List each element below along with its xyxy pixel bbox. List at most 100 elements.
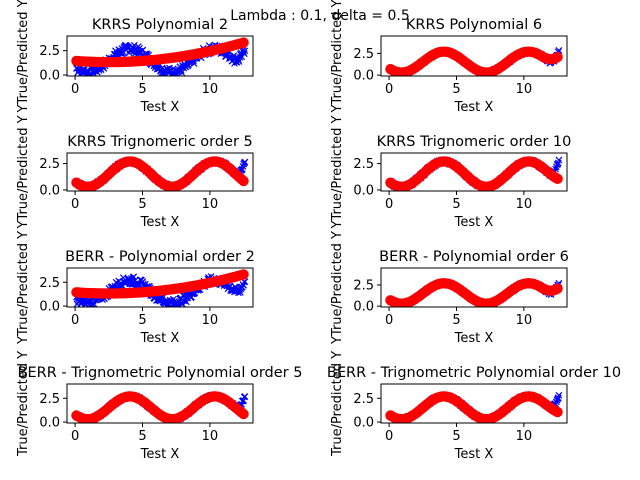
predicted-point	[238, 408, 249, 420]
predicted-point	[552, 283, 563, 294]
y-tick-label: 2.5	[39, 276, 60, 291]
x-tick-label: 0	[71, 429, 79, 444]
subplot-1: 0 5 10 0.0 2.5 KRRS Polynomial 2 Test X YTrue/P…	[16, 0, 254, 115]
true-point	[555, 156, 563, 164]
x-axis-label: Test X	[140, 447, 180, 462]
x-tick-label: 5	[452, 313, 460, 328]
x-tick-label: 10	[516, 82, 533, 97]
y-tick-label: 2.5	[39, 157, 60, 172]
y-tick-label: 0.0	[39, 300, 60, 315]
y-tick-label: 2.5	[353, 47, 374, 62]
true-point	[241, 47, 249, 55]
x-tick-label: 0	[71, 197, 79, 212]
subplot-title: KRRS Trignomeric order 10	[377, 134, 572, 150]
subplot-title: BERR - Trignometric Polynomial order 5	[18, 365, 303, 381]
x-tick-label: 0	[71, 82, 79, 97]
y-axis-label: YTrue/Predicted Y	[330, 231, 345, 345]
axes-frame	[66, 35, 254, 77]
x-tick-label: 5	[452, 429, 460, 444]
predicted-point	[552, 406, 563, 418]
true-point	[178, 69, 186, 76]
y-tick-label: 0.0	[353, 69, 374, 84]
true-point	[241, 393, 249, 400]
true-point	[130, 273, 138, 281]
true-point	[130, 41, 138, 49]
subplot-title: KRRS Trignomeric order 5	[67, 134, 253, 150]
y-tick-label: 0.0	[353, 416, 374, 431]
y-axis-label: YTrue/Predicted Y	[16, 231, 31, 345]
axes-frame	[66, 383, 254, 424]
y-axis-label: YTrue/Predicted Y	[16, 0, 31, 114]
subplot-title: BERR - Trignometric Polynomial order 10	[327, 365, 621, 381]
predicted-point	[238, 269, 249, 280]
subplot-title: KRRS Polynomial 6	[406, 17, 542, 33]
plot-area	[385, 391, 563, 423]
x-tick-label: 10	[202, 313, 219, 328]
x-tick-label: 5	[138, 429, 146, 444]
axes-frame	[380, 267, 568, 308]
x-tick-label: 0	[71, 313, 79, 328]
x-tick-label: 10	[202, 197, 219, 212]
plot-area	[71, 269, 249, 307]
plot-area	[385, 278, 563, 307]
axes-frame	[380, 383, 568, 424]
y-axis-label: YTrue/Predicted Y	[330, 0, 345, 114]
plot-area	[71, 37, 249, 76]
x-axis-label: Test X	[454, 447, 494, 462]
plot-area	[71, 391, 249, 423]
y-tick-label: 2.5	[39, 392, 60, 407]
x-tick-label: 0	[385, 82, 393, 97]
x-axis-label: Test X	[140, 100, 180, 115]
y-axis-label: YTrue/Predicted Y	[16, 115, 31, 229]
axes-frame	[380, 35, 568, 77]
subplot-title: BERR - Polynomial order 2	[65, 249, 255, 265]
x-tick-label: 10	[202, 82, 219, 97]
predicted-point	[238, 175, 249, 187]
subplot-6: 0 5 10 0.0 2.5 BERR - Polynomial order 6 Test …	[330, 231, 569, 346]
predicted-point	[552, 173, 563, 185]
subplot-title: BERR - Polynomial order 6	[379, 249, 569, 265]
subplot-7: 0 5 10 0.0 2.5 BERR - Trignometric Polynomial…	[16, 351, 302, 462]
y-tick-label: 0.0	[39, 69, 60, 84]
x-tick-label: 10	[516, 313, 533, 328]
x-tick-label: 5	[452, 82, 460, 97]
plot-area	[71, 156, 249, 191]
x-axis-label: Test X	[454, 215, 494, 230]
subplot-2: 0 5 10 0.0 2.5 KRRS Polynomial 6 Test X YTrue/P…	[330, 0, 568, 115]
true-point	[554, 394, 562, 402]
y-tick-label: 2.5	[353, 278, 374, 293]
x-tick-label: 10	[202, 429, 219, 444]
plot-area	[385, 46, 563, 76]
y-tick-label: 2.5	[353, 157, 374, 172]
subplot-title: KRRS Polynomial 2	[92, 17, 228, 33]
plot-area	[385, 156, 563, 191]
y-tick-label: 0.0	[353, 183, 374, 198]
x-tick-label: 5	[138, 82, 146, 97]
x-tick-label: 0	[385, 313, 393, 328]
x-axis-label: Test X	[140, 215, 180, 230]
figure-suptitle: Lambda : 0.1, delta = 0.5	[230, 8, 410, 24]
y-tick-label: 2.5	[39, 44, 60, 59]
axes-frame	[380, 152, 568, 192]
true-point	[169, 65, 177, 73]
axes-frame	[66, 267, 254, 308]
true-point	[190, 60, 198, 67]
x-tick-label: 5	[452, 197, 460, 212]
axes-frame	[66, 152, 254, 192]
y-axis-label: YTrue/Predicted Y	[330, 115, 345, 229]
x-tick-label: 5	[138, 313, 146, 328]
x-tick-label: 10	[516, 197, 533, 212]
true-point	[239, 163, 247, 170]
x-tick-label: 5	[138, 197, 146, 212]
true-point	[241, 158, 249, 166]
true-point	[234, 54, 242, 62]
x-axis-label: Test X	[140, 331, 180, 346]
true-point	[555, 391, 563, 399]
y-axis-label: True/Predicted Y	[330, 351, 345, 457]
y-tick-label: 0.0	[39, 183, 60, 198]
subplot-8: 0 5 10 0.0 2.5 BERR - Trignometric Polynomial…	[327, 351, 621, 462]
y-tick-label: 0.0	[353, 300, 374, 315]
y-tick-label: 2.5	[353, 392, 374, 407]
predicted-point	[238, 37, 249, 48]
